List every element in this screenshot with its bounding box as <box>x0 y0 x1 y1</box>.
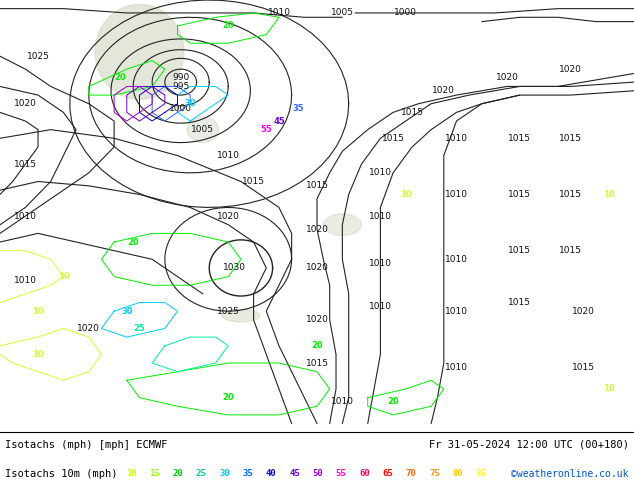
Text: 1015: 1015 <box>508 134 531 143</box>
Text: 1015: 1015 <box>306 359 328 368</box>
Text: 1015: 1015 <box>508 298 531 307</box>
Text: 1020: 1020 <box>559 65 582 74</box>
Text: 1010: 1010 <box>445 307 468 316</box>
Text: Isotachs 10m (mph): Isotachs 10m (mph) <box>5 469 117 479</box>
Text: 20: 20 <box>223 393 234 402</box>
Text: 1025: 1025 <box>217 307 240 316</box>
Text: 10: 10 <box>400 190 411 199</box>
Text: 10: 10 <box>603 385 614 393</box>
Text: 1010: 1010 <box>331 397 354 406</box>
Text: 1020: 1020 <box>306 315 328 324</box>
Text: 1015: 1015 <box>508 246 531 255</box>
Text: 20: 20 <box>115 74 126 82</box>
Text: ©weatheronline.co.uk: ©weatheronline.co.uk <box>512 469 629 479</box>
Text: 10: 10 <box>32 307 44 316</box>
Ellipse shape <box>95 4 184 99</box>
Text: 1025: 1025 <box>27 51 49 61</box>
Text: 1015: 1015 <box>401 108 424 117</box>
Text: 1015: 1015 <box>306 181 328 190</box>
Text: 55: 55 <box>336 469 347 478</box>
Text: 1020: 1020 <box>217 212 240 220</box>
Text: 1010: 1010 <box>445 190 468 199</box>
Text: 1010: 1010 <box>14 212 37 220</box>
Text: 1010: 1010 <box>268 8 290 18</box>
Text: 90: 90 <box>499 469 510 478</box>
Ellipse shape <box>323 214 361 236</box>
Text: 1010: 1010 <box>369 302 392 311</box>
Text: 1010: 1010 <box>369 169 392 177</box>
Text: 1015: 1015 <box>559 246 582 255</box>
Text: 995: 995 <box>172 82 190 91</box>
Text: 30: 30 <box>219 469 230 478</box>
Ellipse shape <box>187 117 219 143</box>
Text: 10: 10 <box>126 469 137 478</box>
Text: 1020: 1020 <box>77 324 100 333</box>
Text: 25: 25 <box>134 324 145 333</box>
Text: 75: 75 <box>429 469 440 478</box>
Text: 60: 60 <box>359 469 370 478</box>
Text: 1010: 1010 <box>445 255 468 264</box>
Text: 1015: 1015 <box>572 363 595 372</box>
Text: 20: 20 <box>172 469 183 478</box>
Text: 1000: 1000 <box>394 8 417 18</box>
Text: 85: 85 <box>476 469 486 478</box>
Text: 10: 10 <box>58 272 69 281</box>
Text: 1020: 1020 <box>306 224 328 234</box>
Text: 1010: 1010 <box>369 212 392 220</box>
Text: 1010: 1010 <box>217 151 240 160</box>
Text: Fr 31-05-2024 12:00 UTC (00+180): Fr 31-05-2024 12:00 UTC (00+180) <box>429 440 629 450</box>
Text: 1020: 1020 <box>496 74 519 82</box>
Ellipse shape <box>222 309 260 322</box>
Text: 1020: 1020 <box>432 86 455 95</box>
Text: 55: 55 <box>261 125 272 134</box>
Text: 45: 45 <box>289 469 300 478</box>
Text: 1010: 1010 <box>369 259 392 268</box>
Text: 1015: 1015 <box>14 160 37 169</box>
Text: 1015: 1015 <box>382 134 404 143</box>
Text: 80: 80 <box>452 469 463 478</box>
Text: 20: 20 <box>311 341 323 350</box>
Text: Isotachs (mph) [mph] ECMWF: Isotachs (mph) [mph] ECMWF <box>5 440 167 450</box>
Text: 35: 35 <box>242 469 253 478</box>
Text: 1015: 1015 <box>559 190 582 199</box>
Text: 1005: 1005 <box>191 125 214 134</box>
Text: 20: 20 <box>127 238 139 246</box>
Text: 1020: 1020 <box>572 307 595 316</box>
Text: 1030: 1030 <box>223 264 246 272</box>
Text: 15: 15 <box>149 469 160 478</box>
Text: 45: 45 <box>273 117 285 125</box>
Text: 1010: 1010 <box>445 363 468 372</box>
Text: 1000: 1000 <box>169 103 192 113</box>
Text: 40: 40 <box>266 469 276 478</box>
Text: 1010: 1010 <box>445 134 468 143</box>
Text: 30: 30 <box>121 307 133 316</box>
Text: 1015: 1015 <box>559 134 582 143</box>
Text: 25: 25 <box>196 469 207 478</box>
Text: 20: 20 <box>387 397 399 406</box>
Text: 1005: 1005 <box>331 8 354 18</box>
Text: 30: 30 <box>184 99 196 108</box>
Text: 1010: 1010 <box>14 276 37 285</box>
Text: 990: 990 <box>172 74 190 82</box>
Text: 10: 10 <box>32 350 44 359</box>
Text: 1015: 1015 <box>242 177 265 186</box>
Text: 50: 50 <box>313 469 323 478</box>
Text: 70: 70 <box>406 469 417 478</box>
Text: 1020: 1020 <box>306 264 328 272</box>
Text: 10: 10 <box>603 190 614 199</box>
Text: 20: 20 <box>223 22 234 30</box>
Text: 65: 65 <box>382 469 393 478</box>
Text: 1020: 1020 <box>14 99 37 108</box>
Text: 35: 35 <box>292 103 304 113</box>
Text: 1015: 1015 <box>508 190 531 199</box>
